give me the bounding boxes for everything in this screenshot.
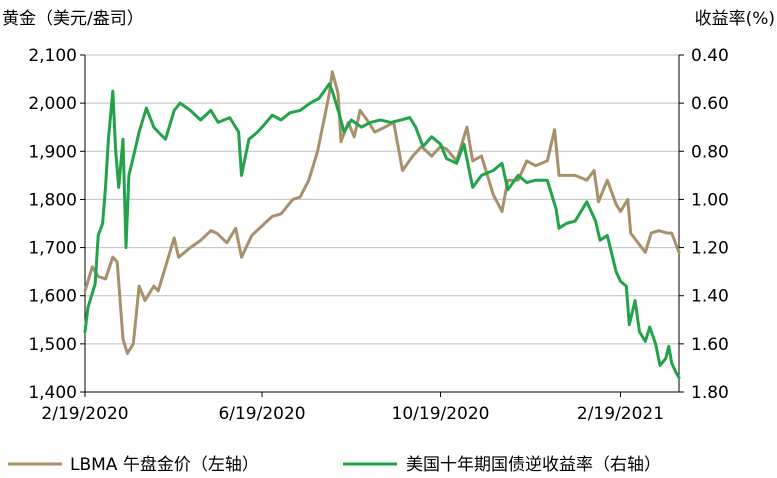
left-tick-label: 1,500 (28, 335, 77, 355)
right-tick-label: 1.80 (691, 383, 729, 403)
right-tick-label: 1.00 (691, 190, 729, 210)
legend-label-gold: LBMA 午盘金价（左轴） (70, 455, 259, 475)
axes (84, 55, 680, 393)
gridlines (85, 54, 679, 345)
x-axis-ticks: 2/19/2020 6/19/2020 10/19/2020 2/19/2021 (41, 392, 664, 424)
right-tick-label: 0.60 (691, 94, 729, 114)
right-tick-label: 1.40 (691, 287, 729, 307)
x-tick-label: 2/19/2021 (577, 404, 664, 424)
left-tick-label: 1,600 (28, 287, 77, 307)
left-axis-ticks: 2,100 2,000 1,900 1,800 1,700 1,600 1,500 1,400 (28, 46, 85, 403)
left-tick-label: 1,800 (28, 190, 77, 210)
right-axis-title: 收益率(%) (695, 9, 775, 29)
right-axis-ticks: 0.40 0.60 0.80 1.00 1.20 1.40 1.60 1.80 (679, 46, 729, 403)
left-tick-label: 1,400 (28, 383, 77, 403)
x-tick-label: 10/19/2020 (392, 404, 490, 424)
left-tick-label: 2,000 (28, 94, 77, 114)
x-tick-label: 6/19/2020 (218, 404, 305, 424)
series-line-inverse-yield (83, 82, 681, 380)
x-tick-label: 2/19/2020 (41, 404, 128, 424)
left-axis-title: 黄金（美元/盎司） (2, 9, 144, 29)
legend: LBMA 午盘金价（左轴） 美国十年期国债逆收益率（右轴） (8, 455, 661, 475)
right-tick-label: 1.20 (691, 239, 729, 259)
series-layer (83, 70, 681, 380)
legend-label-yield: 美国十年期国债逆收益率（右轴） (406, 455, 661, 475)
series-line-gold-price (83, 70, 681, 355)
right-tick-label: 0.80 (691, 142, 729, 162)
left-tick-label: 2,100 (28, 46, 77, 66)
right-tick-label: 1.60 (691, 335, 729, 355)
right-tick-label: 0.40 (691, 46, 729, 66)
left-tick-label: 1,700 (28, 239, 77, 259)
left-tick-label: 1,900 (28, 142, 77, 162)
